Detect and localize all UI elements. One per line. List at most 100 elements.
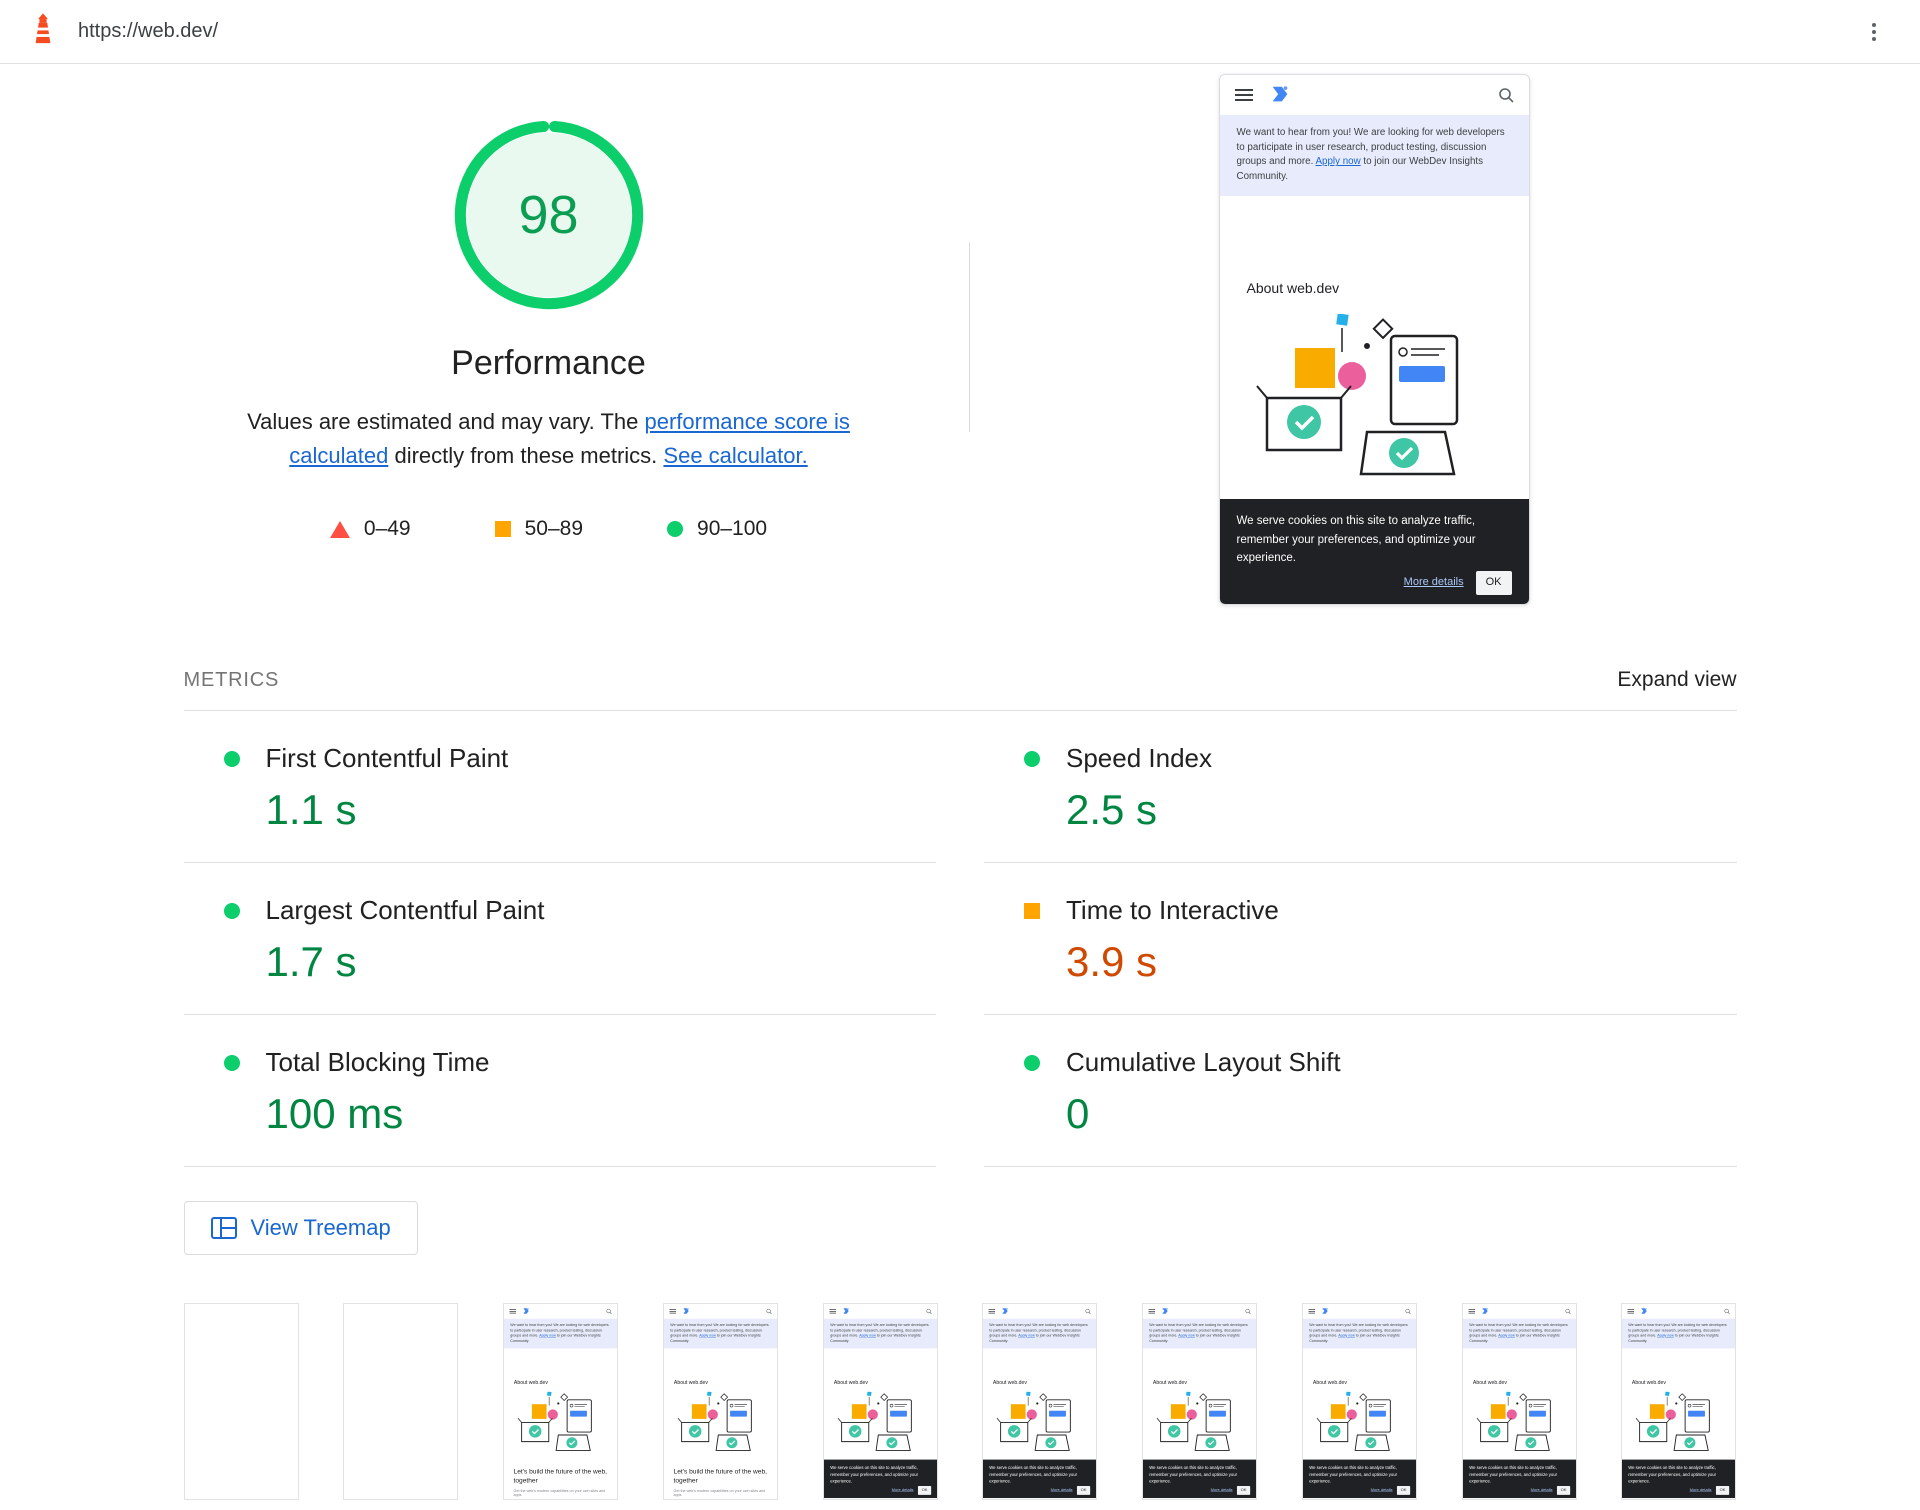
legend-item: 90–100 bbox=[667, 517, 767, 541]
metric-status-icon bbox=[1024, 1054, 1040, 1071]
more-details-link: More details bbox=[1689, 1488, 1712, 1493]
cookie-ok-button: OK bbox=[1077, 1486, 1091, 1495]
cookie-text: We serve cookies on this site to analyze… bbox=[1149, 1465, 1238, 1484]
metric-status-icon bbox=[223, 902, 240, 919]
more-details-link: More details bbox=[1530, 1488, 1553, 1493]
summary-divider bbox=[968, 242, 970, 432]
research-banner: We want to hear from you! We are looking… bbox=[1302, 1318, 1416, 1349]
hero-headline: Let's build the future of the web, toget… bbox=[673, 1467, 767, 1484]
score-legend: 0–49 50–89 90–100 bbox=[329, 517, 767, 541]
apply-now-link: Apply now bbox=[539, 1333, 556, 1338]
mock-page: We want to hear from you! We are looking… bbox=[663, 1304, 777, 1499]
mock-nav bbox=[1622, 1304, 1735, 1319]
score-description: Values are estimated and may vary. The p… bbox=[247, 409, 850, 469]
metric-title: Cumulative Layout Shift bbox=[1066, 1047, 1341, 1077]
mock-page: We want to hear from you! We are looking… bbox=[1143, 1304, 1257, 1499]
expand-view-button[interactable]: Expand view bbox=[1617, 668, 1737, 691]
search-icon bbox=[1565, 1308, 1571, 1315]
mock-nav bbox=[1143, 1304, 1256, 1319]
hero-illustration bbox=[675, 1391, 767, 1456]
apply-now-link: Apply now bbox=[1338, 1333, 1355, 1338]
scoring-link[interactable]: performance score is calculated bbox=[289, 409, 850, 469]
cookie-text: We serve cookies on this site to analyze… bbox=[989, 1465, 1078, 1484]
search-icon bbox=[1245, 1308, 1251, 1315]
cookie-ok-button: OK bbox=[1475, 571, 1512, 595]
metric-value: 0 bbox=[1066, 1090, 1090, 1137]
webdev-logo-icon bbox=[842, 1307, 850, 1315]
research-banner: We want to hear from you! We are looking… bbox=[1219, 115, 1529, 196]
cookie-ok-button: OK bbox=[1556, 1486, 1570, 1495]
metric-status-icon bbox=[1024, 902, 1040, 919]
filmstrip-frame-4: We want to hear from you! We are looking… bbox=[662, 1303, 778, 1500]
filmstrip-frame-1 bbox=[183, 1303, 299, 1500]
filmstrip-frame-9: We want to hear from you! We are looking… bbox=[1461, 1303, 1577, 1500]
hero-illustration bbox=[515, 1391, 607, 1456]
filmstrip-frame-10: We want to hear from you! We are looking… bbox=[1621, 1303, 1737, 1500]
metric-largest-contentful-paint: Largest Contentful Paint 1.7 s bbox=[183, 863, 936, 1015]
metric-value: 100 ms bbox=[265, 1090, 404, 1137]
performance-summary: 98 Performance Values are estimated and … bbox=[184, 64, 1737, 656]
apply-now-link: Apply now bbox=[1497, 1333, 1515, 1338]
page-screenshot: We want to hear from you! We are looking… bbox=[1218, 74, 1530, 605]
mock-page: We want to hear from you! We are looking… bbox=[504, 1304, 618, 1499]
tested-url[interactable]: https://web.dev/ bbox=[78, 20, 219, 42]
score-block: 98 Performance Values are estimated and … bbox=[184, 120, 914, 541]
metric-title: First Contentful Paint bbox=[265, 743, 509, 773]
hamburger-menu-icon bbox=[1308, 1309, 1315, 1314]
search-icon bbox=[606, 1308, 612, 1315]
overflow-menu-button[interactable] bbox=[1854, 16, 1894, 48]
metric-time-to-interactive: Time to Interactive 3.9 s bbox=[984, 863, 1737, 1015]
webdev-logo-icon bbox=[1001, 1307, 1009, 1315]
cookie-banner: We serve cookies on this site to analyze… bbox=[1143, 1459, 1257, 1499]
webdev-logo-icon bbox=[1640, 1307, 1648, 1315]
calculator-link[interactable]: See calculator. bbox=[663, 443, 808, 469]
hero-illustration bbox=[1473, 1391, 1565, 1456]
metric-total-blocking-time: Total Blocking Time 100 ms bbox=[183, 1015, 936, 1167]
mock-page: We want to hear from you! We are looking… bbox=[823, 1304, 937, 1499]
performance-gauge: 98 bbox=[454, 120, 644, 310]
hero-subline: Get the web's modern capabilities on you… bbox=[513, 1489, 606, 1498]
cookie-text: We serve cookies on this site to analyze… bbox=[1628, 1465, 1717, 1484]
hero-illustration bbox=[994, 1391, 1086, 1456]
hero-illustration bbox=[1314, 1391, 1406, 1456]
apply-now-link: Apply now bbox=[858, 1333, 876, 1338]
metric-first-contentful-paint: First Contentful Paint 1.1 s bbox=[183, 711, 936, 863]
mock-nav bbox=[824, 1304, 937, 1319]
search-icon bbox=[926, 1308, 932, 1315]
apply-now-link: Apply now bbox=[699, 1333, 716, 1338]
mock-page: We want to hear from you! We are looking… bbox=[1219, 75, 1529, 604]
about-webdev-text: About web.dev bbox=[1632, 1379, 1667, 1386]
cookie-text: We serve cookies on this site to analyze… bbox=[1468, 1465, 1557, 1484]
hero-subline: Get the web's modern capabilities on you… bbox=[673, 1489, 766, 1498]
metric-status-icon bbox=[223, 750, 240, 767]
lighthouse-report: 98 Performance Values are estimated and … bbox=[183, 64, 1737, 1500]
mock-nav bbox=[983, 1304, 1096, 1319]
about-webdev-text: About web.dev bbox=[833, 1379, 868, 1386]
metric-cumulative-layout-shift: Cumulative Layout Shift 0 bbox=[984, 1015, 1737, 1167]
metric-status-icon bbox=[1024, 750, 1040, 767]
about-webdev-text: About web.dev bbox=[513, 1379, 548, 1386]
cookie-ok-button: OK bbox=[1396, 1486, 1411, 1495]
mock-nav bbox=[664, 1304, 777, 1319]
mock-page: We want to hear from you! We are looking… bbox=[1302, 1304, 1416, 1499]
hamburger-menu-icon bbox=[1468, 1309, 1475, 1314]
webdev-logo-icon bbox=[1321, 1307, 1329, 1315]
search-icon bbox=[1498, 88, 1514, 103]
filmstrip-frame-3: We want to hear from you! We are looking… bbox=[503, 1303, 619, 1500]
legend-label: 90–100 bbox=[697, 517, 768, 541]
metric-title: Speed Index bbox=[1066, 743, 1213, 773]
about-webdev-text: About web.dev bbox=[1472, 1379, 1507, 1386]
triangle-range-icon bbox=[329, 520, 350, 538]
metrics-grid: First Contentful Paint 1.1 s Speed Index… bbox=[183, 711, 1737, 1167]
lighthouse-logo bbox=[26, 12, 60, 51]
mock-nav bbox=[1220, 75, 1529, 115]
filmstrip-frame-7: We want to hear from you! We are looking… bbox=[1142, 1303, 1258, 1500]
metric-value: 1.1 s bbox=[265, 786, 357, 833]
research-banner: We want to hear from you! We are looking… bbox=[663, 1318, 777, 1349]
view-treemap-button[interactable]: View Treemap bbox=[183, 1201, 418, 1255]
webdev-logo-icon bbox=[1481, 1307, 1489, 1315]
treemap-icon bbox=[210, 1217, 237, 1239]
filmstrip: We want to hear from you! We are looking… bbox=[183, 1303, 1737, 1500]
research-banner: We want to hear from you! We are looking… bbox=[983, 1318, 1097, 1349]
apply-now-link: Apply now bbox=[1657, 1333, 1675, 1338]
